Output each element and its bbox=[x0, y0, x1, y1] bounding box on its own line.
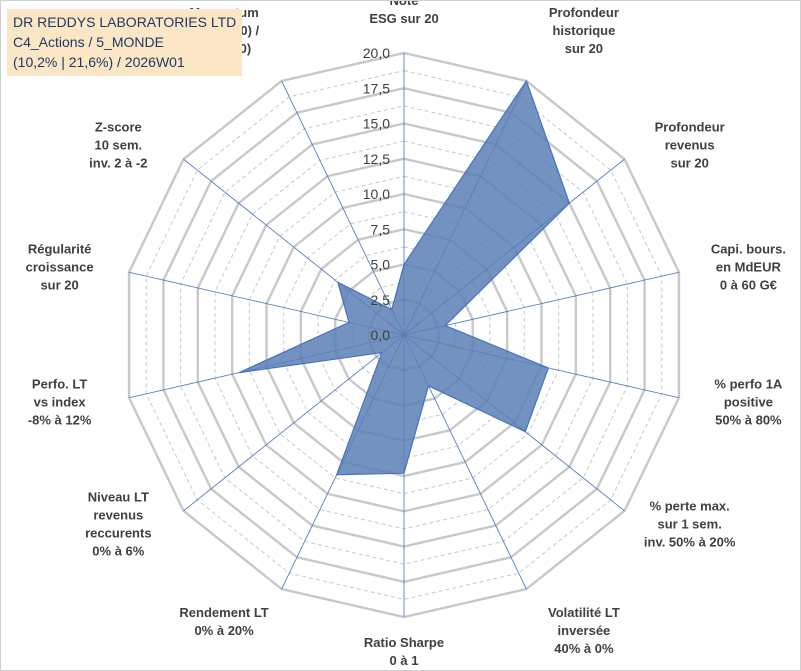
tick-label: 15,0 bbox=[363, 116, 390, 132]
tick-label: 10,0 bbox=[363, 186, 390, 202]
axis-label: Régularité croissance sur 20 bbox=[26, 241, 94, 292]
company-name: DR REDDYS LABORATORIES LTD bbox=[13, 14, 237, 30]
period-info: (10,2% | 21,6%) / 2026W01 bbox=[13, 54, 185, 70]
radar-spoke bbox=[281, 80, 405, 336]
category-path: C4_Actions / 5_MONDE bbox=[13, 34, 164, 50]
axis-label: Z-score 10 sem. inv. 2 à -2 bbox=[89, 119, 147, 170]
axis-label: Volatilité LT inversée 40% à 0% bbox=[548, 605, 620, 656]
axis-label: % perte max. sur 1 sem. inv. 50% à 20% bbox=[644, 499, 736, 550]
series-area bbox=[238, 79, 571, 476]
tick-label: 7,5 bbox=[371, 221, 391, 237]
axis-label: Ratio Sharpe 0 à 1 bbox=[364, 635, 444, 668]
tick-label: 5,0 bbox=[371, 257, 391, 273]
tick-label: 2,5 bbox=[371, 292, 391, 308]
axis-label: Rendement LT 0% à 20% bbox=[179, 605, 268, 638]
grid-ring-minor bbox=[145, 70, 663, 600]
radial-tick-labels: 0,0 2,5 5,0 7,5 10,0 12,5 15,0 17,5 20,0 bbox=[363, 45, 390, 343]
tick-label: 0,0 bbox=[371, 327, 391, 343]
axis-label: Capi. bours. en MdEUR 0 à 60 G€ bbox=[711, 241, 786, 292]
grid-ring-minor bbox=[248, 175, 560, 495]
axis-label: NoteESG sur 20 bbox=[369, 1, 438, 26]
chart-title-box: DR REDDYS LABORATORIES LTD C4_Actions / … bbox=[7, 9, 243, 76]
radar-spoke bbox=[403, 271, 680, 336]
radar-spoke bbox=[183, 334, 405, 512]
axis-label: Profondeur revenus sur 20 bbox=[655, 119, 725, 170]
axis-label: % perfo 1A positive 50% à 80% bbox=[714, 377, 783, 428]
tick-label: 20,0 bbox=[363, 45, 390, 61]
tick-label: 12,5 bbox=[363, 151, 390, 167]
axis-label: Perfo. LT vs index -8% à 12% bbox=[28, 377, 92, 428]
radar-series bbox=[238, 79, 571, 476]
axis-label: Niveau LT revenus reccurents 0% à 6% bbox=[85, 490, 151, 559]
axis-label: Profondeur historique sur 20 bbox=[549, 5, 619, 56]
grid-ring-minor bbox=[283, 211, 525, 459]
tick-label: 17,5 bbox=[363, 80, 390, 96]
